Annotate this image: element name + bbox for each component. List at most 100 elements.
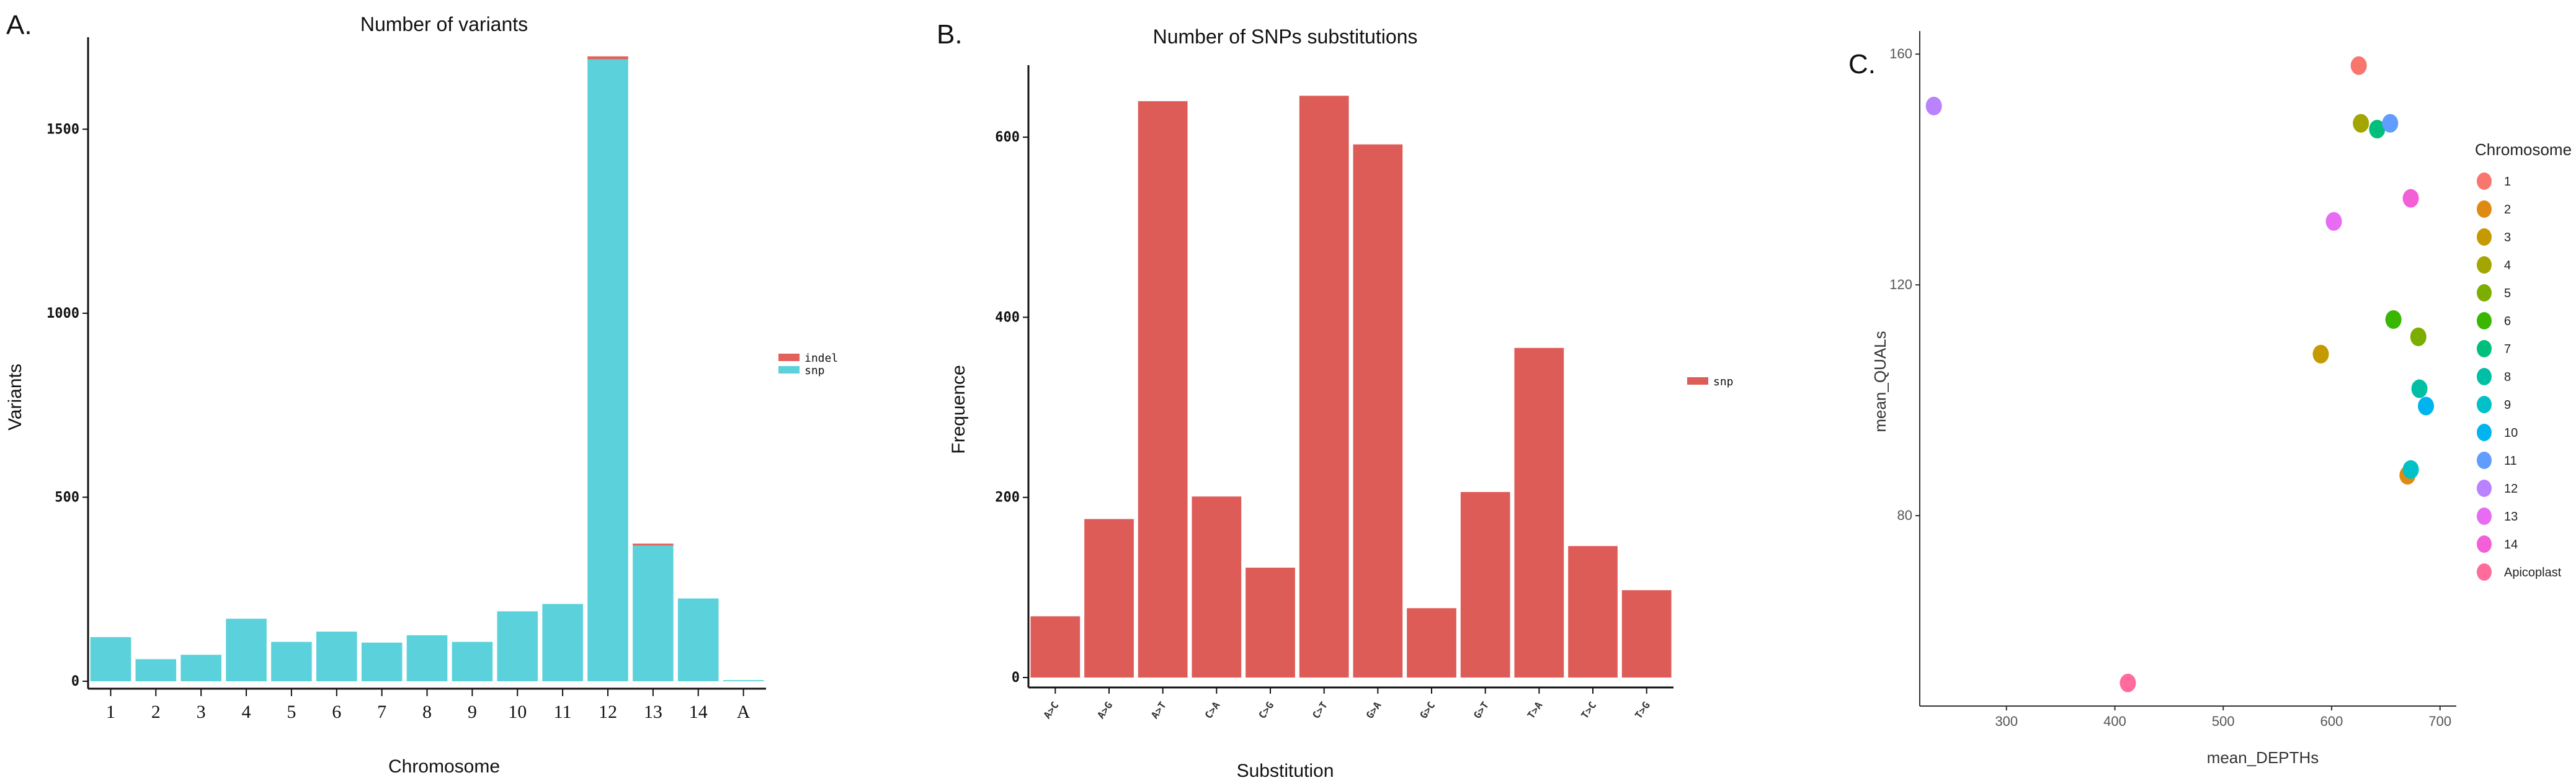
x-tick-label: A>C <box>1041 699 1061 721</box>
y-tick-label: 600 <box>995 130 1020 145</box>
point-Apicoplast <box>2119 673 2136 692</box>
x-tick-label: G>T <box>1471 699 1491 721</box>
legend-label-Apicoplast: Apicoplast <box>2504 566 2562 579</box>
x-axis-title: Chromosome <box>388 756 500 777</box>
x-tick-label: C>G <box>1256 699 1276 721</box>
legend-label-11: 11 <box>2504 454 2517 468</box>
bar-snp-1 <box>90 637 131 681</box>
bar-snp-5 <box>271 642 312 681</box>
bar-T>G <box>1621 590 1672 678</box>
bar-A>G <box>1084 519 1134 678</box>
legend-swatch-3 <box>2477 228 2492 246</box>
x-axis-title: Substitution <box>1237 761 1334 781</box>
bar-snp-14 <box>677 598 719 681</box>
legend-label-14: 14 <box>2504 538 2518 552</box>
panel-a-variants-chart: A. Number of variants Chromosome Variant… <box>0 0 838 783</box>
bar-G>T <box>1460 491 1510 678</box>
y-tick-label: 120 <box>1889 277 1912 292</box>
bar-indel-13 <box>633 544 674 546</box>
legend-label-indel: indel <box>804 352 838 365</box>
substitutions-bar-chart: B. Number of SNPs substitutions Substitu… <box>937 19 1734 781</box>
point-1 <box>2350 56 2367 75</box>
chart-title: Number of variants <box>360 13 528 35</box>
x-tick-label: G>A <box>1363 699 1383 721</box>
depth-quality-scatter: C. mean_DEPTHs mean_QUALs Chromosome 80 1… <box>1848 31 2572 767</box>
x-tick-label: 8 <box>422 702 432 722</box>
legend-label-6: 6 <box>2504 315 2511 328</box>
x-tick-label: 11 <box>554 702 572 722</box>
y-tick-label: 400 <box>995 310 1020 325</box>
x-tick-label: T>C <box>1579 699 1598 721</box>
bar-snp-7 <box>361 642 403 681</box>
legend-label-12: 12 <box>2504 482 2518 496</box>
legend-swatch-indel <box>778 354 800 361</box>
y-axis-title: Frequence <box>948 365 969 454</box>
legend-swatch-7 <box>2477 340 2492 357</box>
legend-swatch-2 <box>2477 200 2492 218</box>
x-tick-label: C>A <box>1202 699 1222 721</box>
point-14 <box>2402 189 2419 208</box>
y-tick-label: 0 <box>1012 670 1020 686</box>
legend-swatch-12 <box>2477 480 2492 497</box>
x-tick-label: 600 <box>2320 714 2343 729</box>
legend-swatch-5 <box>2477 284 2492 302</box>
legend-label-4: 4 <box>2504 259 2511 272</box>
legend-label-8: 8 <box>2504 370 2511 384</box>
panel-label: C. <box>1848 49 1876 79</box>
bar-snp-6 <box>316 631 357 681</box>
legend-label-2: 2 <box>2504 203 2511 217</box>
legend-label-7: 7 <box>2504 342 2511 356</box>
x-tick-label: 300 <box>1995 714 2018 729</box>
x-tick-label: T>G <box>1633 699 1652 721</box>
variants-bar-chart: A. Number of variants Chromosome Variant… <box>5 10 838 777</box>
legend-swatch-14 <box>2477 535 2492 553</box>
point-8 <box>2411 379 2428 398</box>
chart-title: Number of SNPs substitutions <box>1153 25 1418 48</box>
x-tick-label: A>G <box>1095 699 1115 721</box>
bar-snp-2 <box>135 659 177 681</box>
x-tick-label: 2 <box>151 702 161 722</box>
y-tick-label: 500 <box>55 490 79 505</box>
x-tick-label: 1 <box>106 702 115 722</box>
legend-swatch-9 <box>2477 396 2492 413</box>
y-axis-title: mean_QUALs <box>1871 331 1889 432</box>
panel-c-scatter-chart: C. mean_DEPTHs mean_QUALs Chromosome 80 1… <box>1836 0 2576 783</box>
x-tick-label: 12 <box>599 702 617 722</box>
point-13 <box>2325 212 2342 231</box>
x-tick-label: A>T <box>1149 699 1169 721</box>
x-tick-label: A <box>737 702 751 722</box>
legend-label-1: 1 <box>2504 175 2511 189</box>
point-10 <box>2418 396 2435 416</box>
x-tick-label: C>T <box>1310 699 1330 721</box>
x-tick-label: 6 <box>332 702 341 722</box>
bar-snp-4 <box>226 619 267 681</box>
point-11 <box>2382 114 2399 133</box>
y-axis-title: Variants <box>5 364 25 431</box>
x-tick-label: 3 <box>197 702 206 722</box>
point-6 <box>2385 310 2402 329</box>
point-12 <box>1925 96 1942 115</box>
y-tick-label: 0 <box>71 674 79 689</box>
x-axis-title: mean_DEPTHs <box>2207 748 2319 767</box>
x-tick-label: 13 <box>644 702 662 722</box>
y-tick-label: 1500 <box>47 122 79 137</box>
point-7 <box>2369 120 2386 139</box>
y-tick-label: 1000 <box>47 306 79 321</box>
x-tick-label: 400 <box>2103 714 2126 729</box>
bar-T>A <box>1514 347 1564 678</box>
bar-C>A <box>1192 496 1242 678</box>
y-tick-label: 160 <box>1889 46 1912 61</box>
bar-C>T <box>1299 96 1349 678</box>
bar-A>C <box>1030 616 1081 678</box>
bar-snp-3 <box>180 655 221 681</box>
y-tick-label: 200 <box>995 490 1020 506</box>
legend-swatch-snp <box>778 366 800 374</box>
bar-snp-11 <box>542 604 583 681</box>
bar-G>C <box>1407 608 1456 678</box>
legend-label-snp: snp <box>804 364 825 377</box>
bar-snp-12 <box>587 59 628 682</box>
x-tick-label: 700 <box>2428 714 2451 729</box>
x-tick-label: 14 <box>689 702 708 722</box>
legend-swatch-13 <box>2477 508 2492 525</box>
legend-label-10: 10 <box>2504 426 2518 440</box>
